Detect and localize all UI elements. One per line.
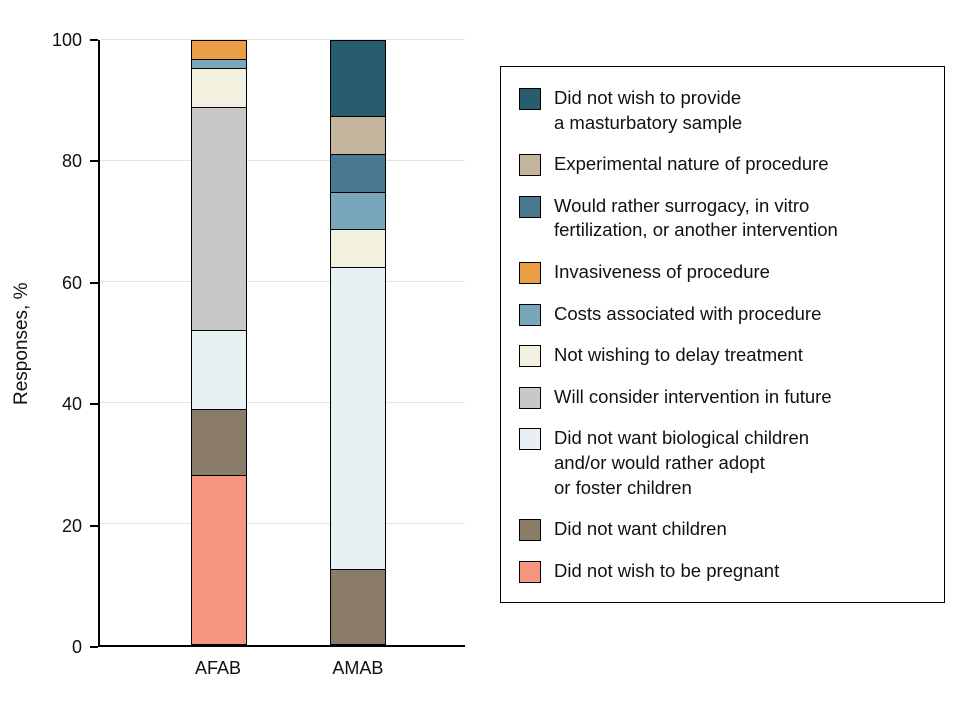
legend-item: Did not wish to provide a masturbatory s… (519, 86, 926, 135)
y-tick-label: 100 (51, 30, 82, 50)
legend-label: Will consider intervention in future (554, 385, 832, 407)
bar-segment (192, 59, 247, 69)
legend-swatch (519, 261, 541, 284)
x-tick-label-afab: AFAB (194, 658, 242, 678)
legend-label: Did not want biological children and/or … (554, 427, 810, 498)
legend-swatch (519, 303, 541, 326)
gridline (100, 523, 465, 524)
bar-segment (192, 408, 247, 476)
plot-area (98, 39, 465, 647)
legend-swatch (519, 519, 541, 542)
legend-label: Did not want children (554, 518, 727, 540)
bar-segment (331, 116, 386, 155)
gridline (100, 281, 465, 282)
legend-item: Did not want children (519, 517, 926, 542)
x-tick-label-amab: AMAB (332, 658, 384, 678)
legend-swatch (519, 386, 541, 409)
y-tick-mark (90, 403, 98, 406)
bar-segment (192, 68, 247, 108)
legend-label: Did not wish to provide a masturbatory s… (554, 87, 743, 133)
bar-segment (331, 191, 386, 230)
x-axis: AFAB AMAB (98, 654, 465, 686)
y-axis: 0 20 40 60 80 100 (36, 31, 98, 656)
legend-item: Invasiveness of procedure (519, 260, 926, 285)
bar-segment (192, 475, 247, 644)
legend-item: Did not want biological children and/or … (519, 426, 926, 500)
bar-afab (191, 40, 248, 645)
bar-segment (331, 154, 386, 192)
y-tick-mark (90, 646, 98, 648)
bar-segment (192, 41, 247, 60)
legend-swatch (519, 560, 541, 583)
legend-swatch (519, 428, 541, 451)
legend-item: Did not wish to be pregnant (519, 559, 926, 584)
y-tick-label: 40 (61, 394, 82, 415)
bar-segment (192, 107, 247, 331)
legend-label: Not wishing to delay treatment (554, 344, 803, 366)
legend-swatch (519, 345, 541, 368)
bar-segment (331, 568, 386, 644)
bar-segment (331, 41, 386, 117)
y-tick-mark (90, 281, 98, 284)
legend-label: Would rather surrogacy, in vitro fertili… (554, 194, 838, 241)
legend-item: Would rather surrogacy, in vitro fertili… (519, 194, 926, 243)
legend-swatch (519, 195, 541, 218)
gridline (100, 402, 465, 403)
legend-swatch (519, 154, 541, 177)
legend-item: Will consider intervention in future (519, 385, 926, 410)
bar-amab (330, 40, 387, 645)
bar-segment (331, 229, 386, 268)
gridline (100, 39, 465, 40)
y-tick-mark (90, 524, 98, 527)
legend: Did not wish to provide a masturbatory s… (500, 66, 945, 604)
legend-item: Experimental nature of procedure (519, 152, 926, 177)
y-tick-label: 20 (61, 515, 82, 536)
legend-label: Did not wish to be pregnant (554, 559, 780, 581)
legend-item: Not wishing to delay treatment (519, 343, 926, 368)
y-tick-label: 60 (61, 272, 82, 293)
bar-segment (192, 330, 247, 409)
legend-item: Costs associated with procedure (519, 302, 926, 327)
legend-swatch (519, 88, 541, 110)
y-axis-title: Responses, % (11, 282, 32, 405)
y-tick-mark (90, 160, 98, 163)
gridline (100, 160, 465, 161)
legend-label: Experimental nature of procedure (554, 153, 829, 175)
bar-segment (331, 267, 386, 569)
y-tick-label: 80 (61, 151, 82, 172)
y-tick-label: 0 (71, 637, 82, 657)
legend-label: Invasiveness of procedure (554, 260, 770, 282)
y-tick-mark (90, 39, 98, 41)
legend-label: Costs associated with procedure (554, 302, 822, 324)
